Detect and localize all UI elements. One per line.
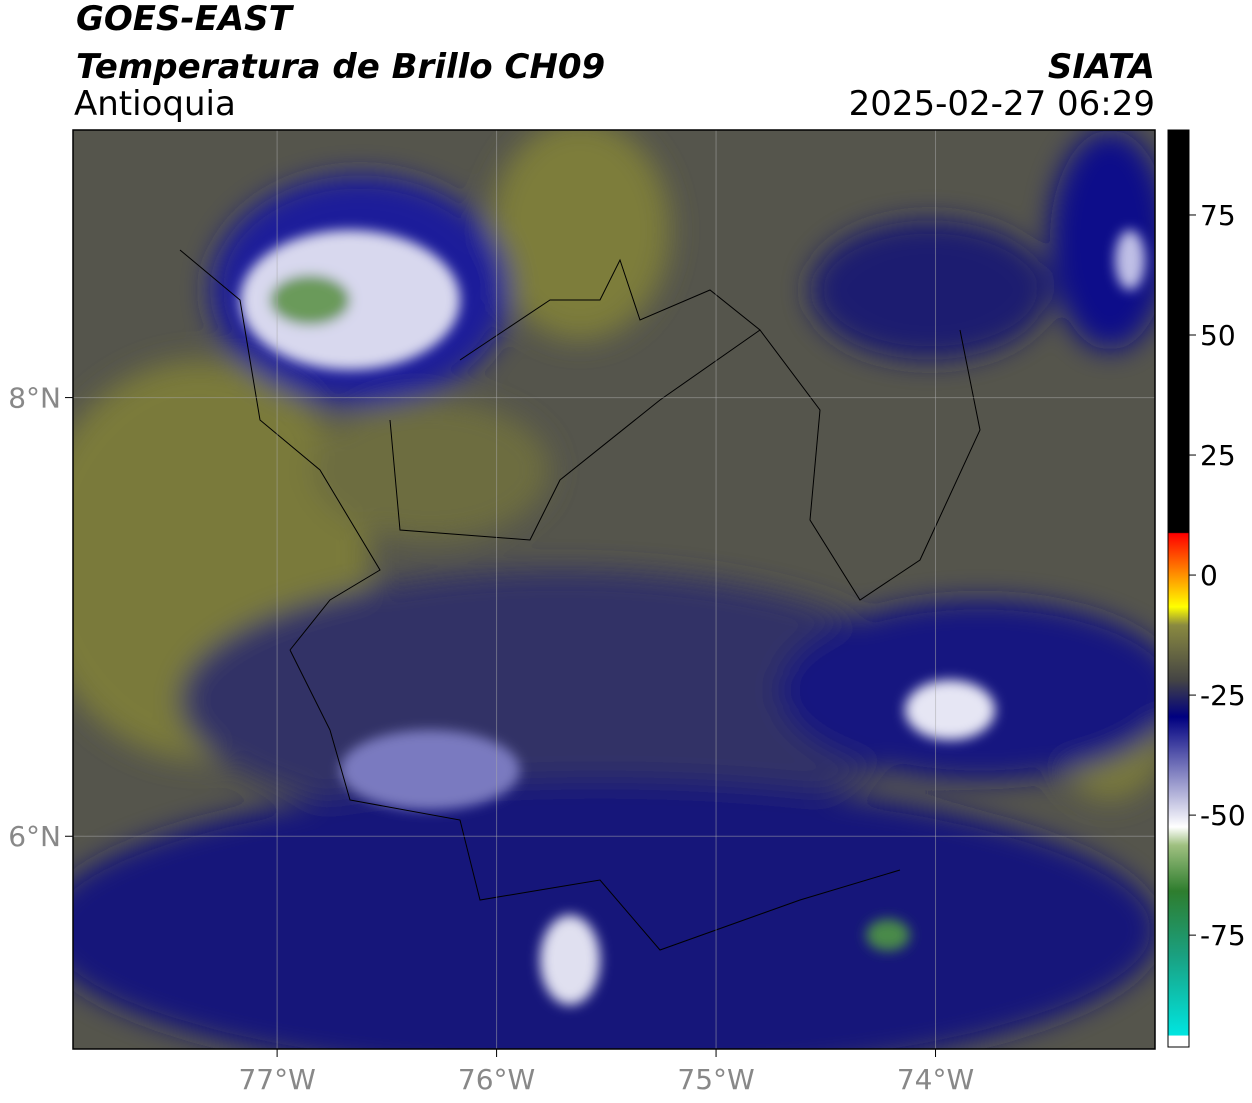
x-tick-label: 77°W [238,1063,315,1096]
colorbar-tick-label: 0 [1200,559,1218,592]
title: GOES-EAST [76,0,295,39]
map-frame [72,129,1156,1050]
source: SIATA [1048,47,1155,87]
colorbar [1167,129,1190,1048]
colorbar-tick-label: -25 [1200,679,1246,712]
y-tick-label: 6°N [8,820,61,853]
x-tick-label: 75°W [677,1063,754,1096]
colorbar-tick-label: 75 [1200,199,1236,232]
colorbar-tick-label: -75 [1200,919,1246,952]
x-tick-label: 76°W [458,1063,535,1096]
satellite-image [73,130,1155,1049]
colorbar-tick-label: -50 [1200,799,1246,832]
y-tick-label: 8°N [8,382,61,415]
timestamp: 2025-02-27 06:29 [849,84,1155,124]
x-tick-label: 74°W [897,1063,974,1096]
colorbar-tick-label: 50 [1200,319,1236,352]
colorbar-tick-label: 25 [1200,439,1236,472]
region: Antioquia [74,84,236,124]
subtitle: Temperatura de Brillo CH09 [76,47,605,87]
